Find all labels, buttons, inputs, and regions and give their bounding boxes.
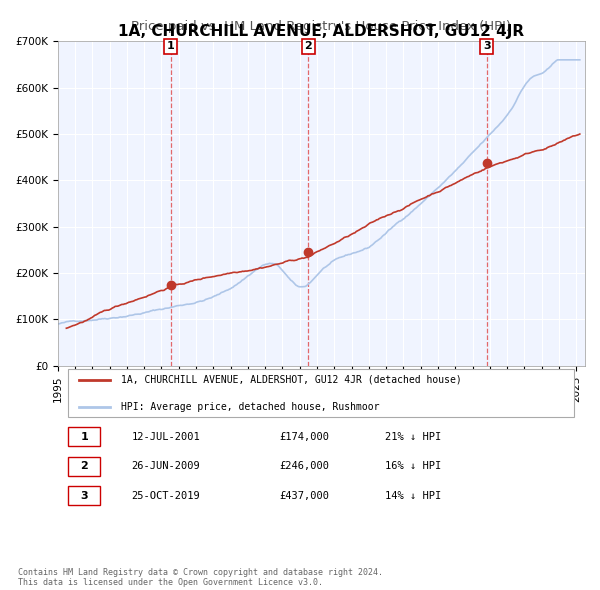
Text: 1: 1 xyxy=(167,41,175,51)
FancyBboxPatch shape xyxy=(68,369,574,418)
Text: 2: 2 xyxy=(304,41,312,51)
Text: £437,000: £437,000 xyxy=(279,491,329,500)
FancyBboxPatch shape xyxy=(68,427,100,446)
Text: 1: 1 xyxy=(80,432,88,441)
FancyBboxPatch shape xyxy=(68,486,100,505)
FancyBboxPatch shape xyxy=(68,457,100,476)
Text: 25-OCT-2019: 25-OCT-2019 xyxy=(131,491,200,500)
Text: 3: 3 xyxy=(80,491,88,500)
Title: 1A, CHURCHILL AVENUE, ALDERSHOT, GU12 4JR: 1A, CHURCHILL AVENUE, ALDERSHOT, GU12 4J… xyxy=(118,24,524,39)
Text: £174,000: £174,000 xyxy=(279,432,329,441)
Text: 21% ↓ HPI: 21% ↓ HPI xyxy=(385,432,441,441)
Text: Price paid vs. HM Land Registry's House Price Index (HPI): Price paid vs. HM Land Registry's House … xyxy=(131,20,511,33)
Text: £246,000: £246,000 xyxy=(279,461,329,471)
Text: 12-JUL-2001: 12-JUL-2001 xyxy=(131,432,200,441)
Text: HPI: Average price, detached house, Rushmoor: HPI: Average price, detached house, Rush… xyxy=(121,402,379,412)
Text: 3: 3 xyxy=(483,41,491,51)
Text: 14% ↓ HPI: 14% ↓ HPI xyxy=(385,491,441,500)
Text: 26-JUN-2009: 26-JUN-2009 xyxy=(131,461,200,471)
Text: 16% ↓ HPI: 16% ↓ HPI xyxy=(385,461,441,471)
Text: 1A, CHURCHILL AVENUE, ALDERSHOT, GU12 4JR (detached house): 1A, CHURCHILL AVENUE, ALDERSHOT, GU12 4J… xyxy=(121,375,462,385)
Text: Contains HM Land Registry data © Crown copyright and database right 2024.
This d: Contains HM Land Registry data © Crown c… xyxy=(18,568,383,587)
Text: 2: 2 xyxy=(80,461,88,471)
